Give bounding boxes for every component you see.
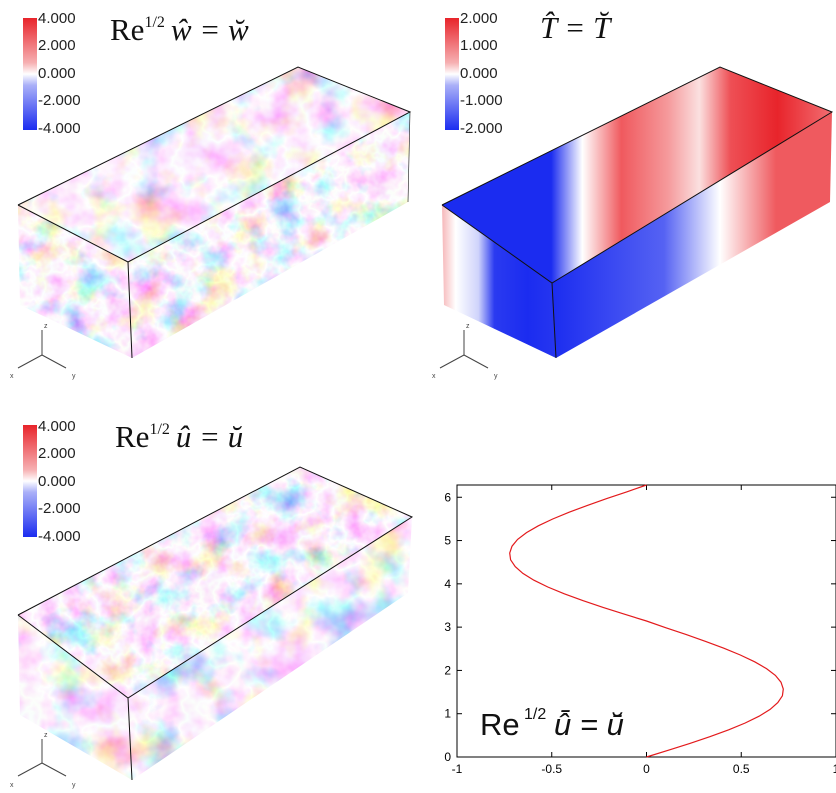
u-title-re: Re — [115, 419, 150, 454]
t-top-face — [442, 67, 832, 283]
chart-annotation-re: Re — [480, 707, 520, 742]
t-axis-triad — [439, 330, 489, 369]
t-side-face — [552, 112, 832, 358]
mean-u-profile-chart: -1-0.500.510123456 Z Re 1/2 û̄ = ŭ̄ — [444, 484, 836, 776]
y-tick-label: 3 — [444, 620, 451, 634]
y-tick-label: 4 — [444, 577, 451, 591]
t-tick-2: 0.000 — [460, 65, 498, 82]
panel-t-field: 2.000 1.000 0.000 -1.000 -2.000 T̂ = T̆ … — [420, 0, 836, 395]
chart-annotation-expr: û̄ = ŭ̄ — [554, 707, 624, 742]
x-tick-label: 0 — [643, 762, 650, 776]
w-colorbar-ticks: 4.000 2.000 0.000 -2.000 -4.000 — [38, 11, 108, 136]
w-tick-1: 2.000 — [38, 37, 76, 54]
w-axis-z: z — [44, 323, 48, 330]
u-tick-0: 4.000 — [38, 418, 76, 435]
x-tick-label: 0.5 — [733, 762, 750, 776]
u-tick-1: 2.000 — [38, 445, 76, 462]
w-tick-2: 0.000 — [38, 65, 76, 82]
t-box: z x y — [432, 66, 834, 380]
y-tick-label: 5 — [444, 534, 451, 548]
panel-w-field: 4.000 2.000 0.000 -2.000 -4.000 Re1/2 ŵ =… — [0, 0, 420, 395]
t-tick-3: -1.000 — [460, 92, 503, 109]
u-tick-3: -2.000 — [38, 500, 81, 517]
u-tick-4: -4.000 — [38, 528, 81, 545]
t-axis-y: y — [494, 373, 498, 380]
u-axis-z: z — [44, 732, 48, 739]
chart-annotation: Re 1/2 û̄ = ŭ̄ — [480, 706, 624, 742]
t-title-expr: T̂ = T̆ — [540, 10, 611, 45]
series-line-0 — [509, 484, 784, 758]
w-axis-triad — [17, 330, 67, 369]
t-axis-z: z — [466, 323, 470, 330]
u-axis-x: x — [10, 782, 14, 789]
t-tick-0: 2.000 — [460, 10, 498, 27]
t-axis-x: x — [432, 373, 436, 380]
w-title-re: Re — [110, 12, 145, 47]
w-tick-4: -4.000 — [38, 120, 81, 137]
u-axis-y: y — [72, 782, 76, 789]
u-tick-2: 0.000 — [38, 473, 76, 490]
t-tick-4: -2.000 — [460, 120, 503, 137]
panel-u-field: 4.000 2.000 0.000 -2.000 -4.000 Re1/2 û =… — [0, 415, 420, 793]
chart-series — [509, 484, 784, 758]
w-axis-y: y — [72, 373, 76, 380]
x-tick-label: 1 — [833, 762, 836, 776]
x-tick-label: -1 — [452, 762, 463, 776]
u-colorbar-ticks: 4.000 2.000 0.000 -2.000 -4.000 — [38, 419, 108, 544]
w-tick-0: 4.000 — [38, 10, 76, 27]
w-tick-3: -2.000 — [38, 92, 81, 109]
u-box: z x y — [10, 466, 414, 789]
t-colorbar — [445, 18, 459, 130]
y-tick-label: 2 — [444, 663, 451, 677]
chart-ticks: -1 -0.5 0 0.5 1 0 1 2 3 4 5 6 — [444, 485, 836, 776]
t-title: T̂ = T̆ — [540, 10, 610, 46]
u-axis-triad — [17, 739, 67, 777]
y-tick-label: 6 — [444, 490, 451, 504]
y-tick-label: 1 — [444, 707, 451, 721]
t-tick-1: 1.000 — [460, 37, 498, 54]
u-title-sup: 1/2 — [149, 421, 170, 438]
t-front-face — [442, 205, 556, 358]
w-title-expr: ŵ = w̆ — [170, 12, 249, 47]
u-title: Re1/2 û = ŭ — [115, 419, 243, 455]
u-title-expr: û = ŭ — [175, 419, 244, 454]
x-tick-label: -0.5 — [541, 762, 562, 776]
t-colorbar-ticks: 2.000 1.000 0.000 -1.000 -2.000 — [460, 11, 530, 136]
chart-annotation-sup: 1/2 — [524, 706, 546, 723]
w-axis-x: x — [10, 373, 14, 380]
w-title-sup: 1/2 — [144, 14, 165, 31]
y-tick-label: 0 — [444, 750, 451, 764]
w-title: Re1/2 ŵ = w̆ — [110, 12, 249, 48]
u-colorbar — [23, 425, 37, 537]
w-colorbar — [23, 18, 37, 130]
w-box: z x y — [10, 66, 412, 380]
